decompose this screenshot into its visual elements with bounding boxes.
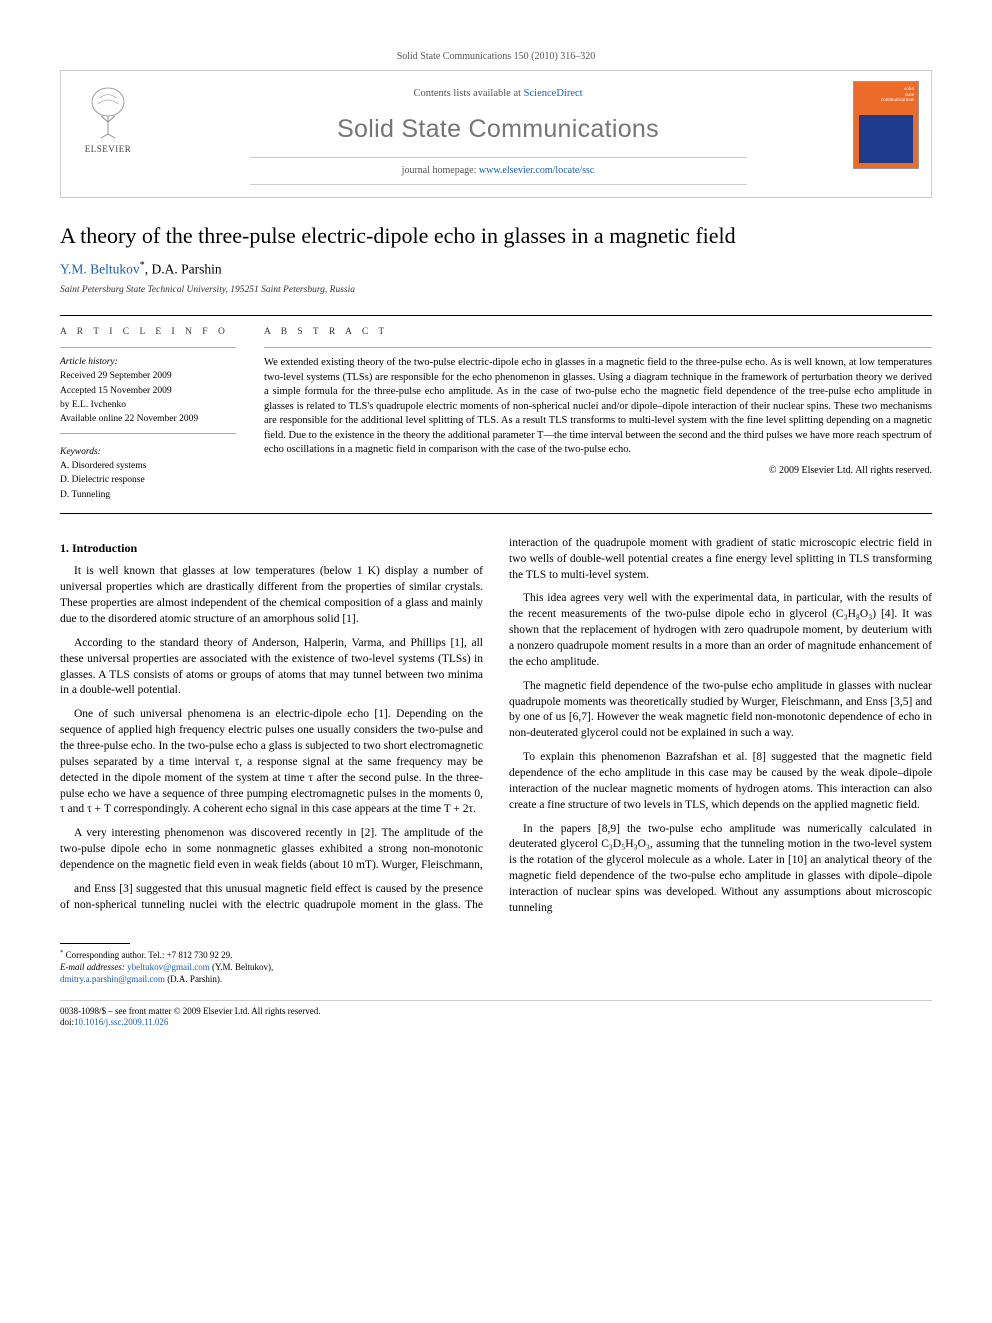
email-link-2[interactable]: dmitry.a.parshin@gmail.com xyxy=(60,974,165,984)
email-name-2: (D.A. Parshin). xyxy=(165,974,222,984)
keyword-3: D. Tunneling xyxy=(60,489,236,502)
keyword-1: A. Disordered systems xyxy=(60,460,236,473)
page: Solid State Communications 150 (2010) 31… xyxy=(0,0,992,1079)
separator xyxy=(60,347,236,348)
body-paragraph: One of such universal phenomena is an el… xyxy=(60,707,483,818)
publisher-logo: ELSEVIER xyxy=(73,81,143,161)
separator xyxy=(264,347,932,348)
corr-text: Corresponding author. Tel.: +7 812 730 9… xyxy=(63,950,232,960)
history-head: Article history: xyxy=(60,356,236,369)
authors: Y.M. Beltukov*, D.A. Parshin xyxy=(60,259,932,279)
email-name-1: (Y.M. Beltukov), xyxy=(210,962,274,972)
keywords-head: Keywords: xyxy=(60,446,236,459)
homepage-line: journal homepage: www.elsevier.com/locat… xyxy=(250,157,747,185)
article-info-head: A R T I C L E I N F O xyxy=(60,326,236,339)
body-two-column: 1. Introduction It is well known that gl… xyxy=(60,536,932,919)
journal-name: Solid State Communications xyxy=(143,112,853,147)
editor-name: by E.L. Ivchenko xyxy=(60,399,236,412)
authors-cont: , D.A. Parshin xyxy=(145,262,222,277)
body-paragraph: A very interesting phenomenon was discov… xyxy=(60,826,483,874)
contents-line: Contents lists available at ScienceDirec… xyxy=(143,87,853,102)
email-label: E-mail addresses: xyxy=(60,962,127,972)
body-paragraph: In the papers [8,9] the two-pulse echo a… xyxy=(509,822,932,917)
footer-bar: 0038-1098/$ – see front matter © 2009 El… xyxy=(60,1000,932,1029)
email-link-1[interactable]: ybeltukov@gmail.com xyxy=(127,962,210,972)
elsevier-tree-icon xyxy=(83,86,133,141)
body-paragraph: It is well known that glasses at low tem… xyxy=(60,564,483,627)
cover-inner-panel xyxy=(859,115,913,163)
header-top-row: ELSEVIER Contents lists available at Sci… xyxy=(73,81,919,185)
article-title: A theory of the three-pulse electric-dip… xyxy=(60,222,932,250)
sciencedirect-link[interactable]: ScienceDirect xyxy=(524,88,583,99)
abstract-head: A B S T R A C T xyxy=(264,326,932,339)
meta-row: A R T I C L E I N F O Article history: R… xyxy=(60,315,932,514)
header-center: Contents lists available at ScienceDirec… xyxy=(143,81,853,185)
doi-line: doi:10.1016/j.ssc.2009.11.026 xyxy=(60,1017,932,1029)
journal-cover-thumbnail: solid state communications xyxy=(853,81,919,169)
issn-copyright: 0038-1098/$ – see front matter © 2009 El… xyxy=(60,1006,932,1018)
contents-prefix: Contents lists available at xyxy=(413,88,523,99)
received-date: Received 29 September 2009 xyxy=(60,370,236,383)
accepted-date: Accepted 15 November 2009 xyxy=(60,385,236,398)
running-header: Solid State Communications 150 (2010) 31… xyxy=(60,50,932,64)
cover-label: solid state communications xyxy=(881,87,914,104)
abstract-text: We extended existing theory of the two-p… xyxy=(264,356,932,457)
affiliation: Saint Petersburg State Technical Univers… xyxy=(60,284,932,297)
homepage-link[interactable]: www.elsevier.com/locate/ssc xyxy=(479,165,594,176)
journal-header-box: ELSEVIER Contents lists available at Sci… xyxy=(60,70,932,198)
body-paragraph: The magnetic field dependence of the two… xyxy=(509,679,932,742)
homepage-prefix: journal homepage: xyxy=(402,165,479,176)
online-date: Available online 22 November 2009 xyxy=(60,413,236,426)
abstract-copyright: © 2009 Elsevier Ltd. All rights reserved… xyxy=(264,464,932,478)
separator xyxy=(60,433,236,434)
publisher-name: ELSEVIER xyxy=(85,143,132,156)
section-1-heading: 1. Introduction xyxy=(60,540,483,557)
article-info-column: A R T I C L E I N F O Article history: R… xyxy=(60,316,250,513)
body-paragraph: According to the standard theory of Ande… xyxy=(60,636,483,699)
keyword-2: D. Dielectric response xyxy=(60,474,236,487)
doi-link[interactable]: 10.1016/j.ssc.2009.11.026 xyxy=(74,1017,168,1027)
footnote-rule xyxy=(60,943,130,944)
body-paragraph: To explain this phenomenon Bazrafshan et… xyxy=(509,750,932,813)
body-paragraph: This idea agrees very well with the expe… xyxy=(509,591,932,670)
abstract-column: A B S T R A C T We extended existing the… xyxy=(250,316,932,513)
author-link-1[interactable]: Y.M. Beltukov xyxy=(60,262,140,277)
email-addresses: E-mail addresses: ybeltukov@gmail.com (Y… xyxy=(60,961,461,985)
footnotes: * Corresponding author. Tel.: +7 812 730… xyxy=(60,943,461,985)
doi-label: doi: xyxy=(60,1017,74,1027)
corresponding-author-note: * Corresponding author. Tel.: +7 812 730… xyxy=(60,948,461,961)
